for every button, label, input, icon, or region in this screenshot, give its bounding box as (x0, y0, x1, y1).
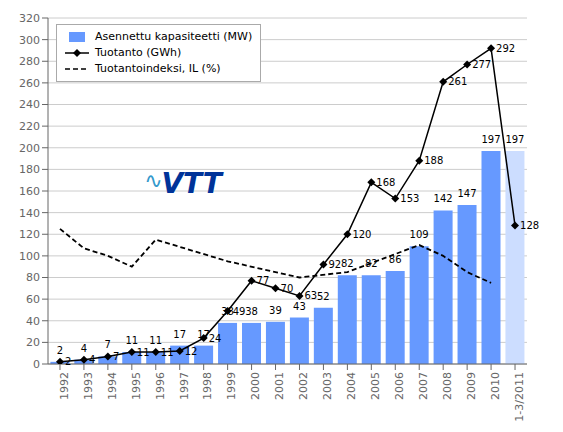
svg-text:77: 77 (257, 275, 270, 286)
svg-text:197: 197 (505, 134, 524, 145)
svg-text:7: 7 (105, 339, 111, 350)
svg-text:168: 168 (376, 177, 395, 188)
svg-text:1998: 1998 (201, 372, 214, 400)
svg-text:300: 300 (19, 34, 40, 47)
svg-text:80: 80 (26, 271, 40, 284)
svg-text:2003: 2003 (321, 372, 334, 400)
svg-text:200: 200 (19, 142, 40, 155)
svg-text:11: 11 (161, 347, 174, 358)
svg-text:12: 12 (185, 346, 198, 357)
svg-text:1995: 1995 (130, 372, 143, 400)
svg-text:1-3/2011: 1-3/2011 (513, 372, 526, 422)
svg-text:92: 92 (328, 259, 341, 270)
svg-text:20: 20 (26, 336, 40, 349)
svg-text:7: 7 (113, 351, 119, 362)
svg-text:2005: 2005 (369, 372, 382, 400)
svg-text:24: 24 (209, 333, 222, 344)
svg-text:240: 240 (19, 98, 40, 111)
svg-text:39: 39 (269, 305, 282, 316)
svg-text:63: 63 (304, 290, 317, 301)
svg-text:147: 147 (457, 188, 476, 199)
svg-text:2: 2 (65, 356, 71, 367)
svg-text:180: 180 (19, 163, 40, 176)
svg-text:109: 109 (410, 229, 429, 240)
svg-text:1994: 1994 (106, 372, 119, 400)
html-text:Asennettu kapasiteetti (MW): Asennettu kapasiteetti (MW) (95, 30, 253, 43)
svg-text:17: 17 (197, 328, 210, 340)
svg-text:320: 320 (19, 12, 40, 25)
svg-text:40: 40 (26, 315, 40, 328)
svg-text:153: 153 (400, 193, 419, 204)
svg-text:38: 38 (245, 306, 258, 317)
svg-text:2002: 2002 (297, 372, 310, 400)
svg-text:2010: 2010 (489, 372, 502, 400)
svg-text:2001: 2001 (273, 372, 286, 400)
svg-text:2008: 2008 (441, 372, 454, 400)
svg-text:60: 60 (26, 293, 40, 306)
svg-text:1993: 1993 (82, 372, 95, 400)
svg-text:160: 160 (19, 185, 40, 198)
svg-text:2009: 2009 (465, 372, 478, 400)
svg-text:120: 120 (352, 229, 371, 240)
svg-text:1997: 1997 (178, 372, 191, 400)
svg-text:11: 11 (137, 347, 150, 358)
svg-text:128: 128 (520, 220, 539, 231)
svg-text:142: 142 (434, 193, 453, 204)
svg-text:52: 52 (317, 291, 330, 302)
svg-text:2000: 2000 (249, 372, 262, 400)
svg-text:261: 261 (448, 76, 467, 87)
svg-text:260: 260 (19, 77, 40, 90)
svg-text:11: 11 (149, 335, 162, 346)
svg-text:4: 4 (89, 354, 95, 365)
html-text:∿VTT: ∿VTT (144, 167, 222, 201)
svg-text:197: 197 (481, 134, 500, 145)
svg-text:1999: 1999 (225, 372, 238, 400)
svg-text:100: 100 (19, 250, 40, 263)
svg-text:280: 280 (19, 55, 40, 68)
svg-text:0: 0 (33, 358, 40, 371)
svg-text:82: 82 (341, 258, 354, 269)
svg-text:17: 17 (173, 329, 186, 340)
svg-text:292: 292 (496, 43, 515, 54)
svg-text:140: 140 (19, 207, 40, 220)
svg-text:82: 82 (365, 258, 378, 269)
html-text:Tuotantoindeksi, IL (%): Tuotantoindeksi, IL (%) (95, 62, 221, 75)
svg-text:120: 120 (19, 228, 40, 241)
svg-text:2: 2 (57, 345, 63, 356)
svg-text:38: 38 (221, 305, 234, 317)
svg-text:220: 220 (19, 120, 40, 133)
svg-text:1992: 1992 (58, 372, 71, 400)
svg-text:70: 70 (281, 283, 294, 294)
svg-text:2004: 2004 (345, 372, 358, 400)
svg-text:2006: 2006 (393, 372, 406, 400)
svg-text:188: 188 (424, 155, 443, 166)
svg-text:2007: 2007 (417, 372, 430, 400)
svg-text:86: 86 (389, 254, 402, 265)
svg-text:1996: 1996 (154, 372, 167, 400)
svg-text:11: 11 (125, 335, 138, 346)
svg-text:277: 277 (472, 59, 491, 70)
svg-text:4: 4 (81, 343, 87, 354)
svg-text:43: 43 (293, 301, 306, 312)
html-text:Tuotanto (GWh): Tuotanto (GWh) (95, 46, 182, 59)
svg-text:49: 49 (233, 306, 246, 317)
